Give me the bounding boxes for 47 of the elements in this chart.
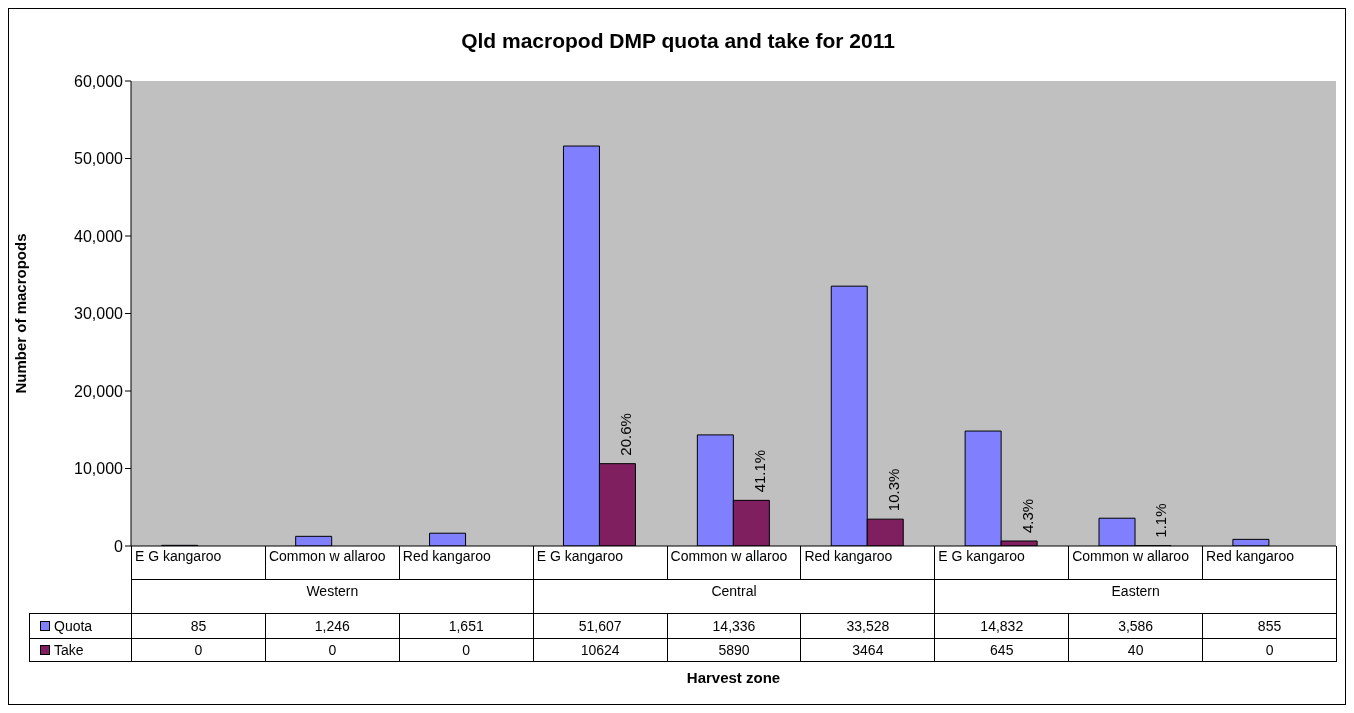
annotation: 1.1%	[1152, 503, 1170, 538]
x-tick-label: Red kangaroo	[398, 546, 534, 580]
chart-title: Qld macropod DMP quota and take for 2011	[460, 29, 896, 53]
data-label: 0	[1202, 638, 1337, 662]
data-label: 0	[398, 638, 534, 662]
y-tick-label: 40,000	[74, 227, 124, 245]
data-label: 1,651	[398, 613, 534, 639]
data-label: 40	[1068, 638, 1204, 662]
y-tick-label: 10,000	[74, 460, 124, 478]
data-label: 51,607	[532, 613, 668, 639]
data-label: 3,586	[1068, 613, 1204, 639]
x-tick-label: E G kangaroo	[934, 546, 1070, 580]
data-label: 5890	[666, 638, 802, 662]
data-label: 14,832	[934, 613, 1070, 639]
text: Central	[711, 583, 757, 599]
y-axis-title: Number of macropods	[12, 233, 30, 394]
data-label: 0	[264, 638, 400, 662]
x-tick-label: Common w allaroo	[264, 546, 400, 580]
legend-label: Take	[29, 638, 132, 662]
text: Harvest zone	[685, 669, 782, 686]
data-label: 855	[1202, 613, 1337, 639]
data-label: 645	[934, 638, 1070, 662]
data-label: 14,336	[666, 613, 802, 639]
text: Western	[306, 583, 359, 599]
annotation: 10.3%	[884, 468, 902, 512]
x-tick-label: Common w allaroo	[1068, 546, 1204, 580]
data-label: 33,528	[800, 613, 936, 639]
annotation: 41.1%	[750, 449, 768, 493]
data-label: 10624	[532, 638, 668, 662]
data-label: 3464	[800, 638, 936, 662]
y-tick-label: 60,000	[74, 72, 124, 90]
text: Eastern	[1111, 583, 1160, 599]
y-tick-label: 30,000	[74, 305, 124, 323]
legend-label: Quota	[29, 613, 132, 639]
data-label: 85	[131, 613, 266, 639]
y-tick-label: 0	[114, 537, 124, 555]
x-tick-label: E G kangaroo	[131, 546, 266, 580]
x-tick-label: Common w allaroo	[666, 546, 802, 580]
x-tick-label: Red kangaroo	[1202, 546, 1337, 580]
y-tick-label: 50,000	[74, 150, 124, 168]
x-tick-label: Red kangaroo	[800, 546, 936, 580]
data-label: 0	[131, 638, 266, 662]
annotation: 4.3%	[1018, 498, 1036, 533]
x-tick-label: E G kangaroo	[532, 546, 668, 580]
y-tick-label: 20,000	[74, 382, 124, 400]
data-label: 1,246	[264, 613, 400, 639]
annotation: 20.6%	[616, 413, 634, 456]
